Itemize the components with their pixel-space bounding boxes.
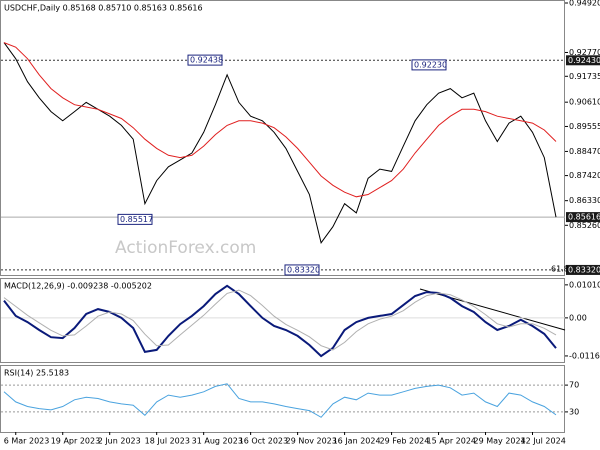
x-tick-label: 29 Nov 2023 xyxy=(286,437,337,446)
annotation-box xyxy=(187,54,223,66)
y-tick-label: 0.00 xyxy=(569,313,587,322)
y-tick-label: 0.010101 xyxy=(569,280,600,289)
price-marker-label: 0.85616 xyxy=(568,213,600,222)
y-tick-label: 30 xyxy=(569,407,579,416)
annotation-box xyxy=(284,264,320,276)
y-tick-label: 0.87420 xyxy=(569,171,600,180)
price-box xyxy=(566,212,600,223)
y-tick-label: -0.011645 xyxy=(569,351,600,360)
price-box xyxy=(566,55,600,66)
y-tick-label: 0.91735 xyxy=(569,72,600,81)
rsi-title: RSI(14) 25.5183 xyxy=(4,369,69,378)
annotation-box xyxy=(411,59,447,71)
watermark: ActionForex.com xyxy=(115,238,256,258)
y-tick-label: 0.92770 xyxy=(569,48,600,57)
x-tick-label: 18 Jul 2023 xyxy=(145,437,190,446)
x-tick-label: 16 Jan 2024 xyxy=(333,437,381,446)
macd-title: MACD(12,26,9) -0.009238 -0.005202 xyxy=(4,282,152,291)
annotation-label: 0.92230 xyxy=(414,60,447,69)
price-box xyxy=(566,264,600,275)
y-tick-label: 70 xyxy=(569,381,579,390)
annotation-box xyxy=(117,213,153,225)
y-tick-label: 0.88470 xyxy=(569,147,600,156)
y-tick-label: 0.86330 xyxy=(569,196,600,205)
x-tick-label: 29 May 2024 xyxy=(474,437,526,446)
x-tick-label: 16 Oct 2023 xyxy=(239,437,288,446)
y-tick-label: 0.89555 xyxy=(569,122,600,131)
macd-panel xyxy=(0,278,565,363)
y-tick-label: 0.94920 xyxy=(569,0,600,7)
y-tick-label: 0.85260 xyxy=(569,221,600,230)
rsi-panel xyxy=(0,365,565,433)
x-tick-label: 29 Feb 2024 xyxy=(380,437,430,446)
series-line xyxy=(3,383,557,418)
fib-label: 61.8 xyxy=(551,264,569,273)
x-tick-label: 12 Jul 2024 xyxy=(521,437,566,446)
annotation-label: 0.83320 xyxy=(287,265,320,274)
annotation-label: 0.85517 xyxy=(120,215,153,224)
y-tick-label: 0.90610 xyxy=(569,98,600,107)
series-line xyxy=(3,289,557,351)
price-panel xyxy=(0,0,565,276)
series-line xyxy=(3,42,557,244)
chart-title: USDCHF,Daily 0.85168 0.85710 0.85163 0.8… xyxy=(4,4,203,13)
x-tick-label: 19 Apr 2023 xyxy=(51,437,100,446)
series-line xyxy=(3,284,557,358)
price-marker-label: 0.83320 xyxy=(568,265,600,274)
series-line xyxy=(3,42,557,198)
x-tick-label: 6 Mar 2023 xyxy=(4,437,50,446)
x-tick-label: 15 Apr 2024 xyxy=(427,437,476,446)
x-tick-label: 2 Jun 2023 xyxy=(98,437,141,446)
price-marker-label: 0.92430 xyxy=(568,56,600,65)
x-tick-label: 31 Aug 2023 xyxy=(192,437,243,446)
annotation-label: 0.92438 xyxy=(190,56,223,65)
